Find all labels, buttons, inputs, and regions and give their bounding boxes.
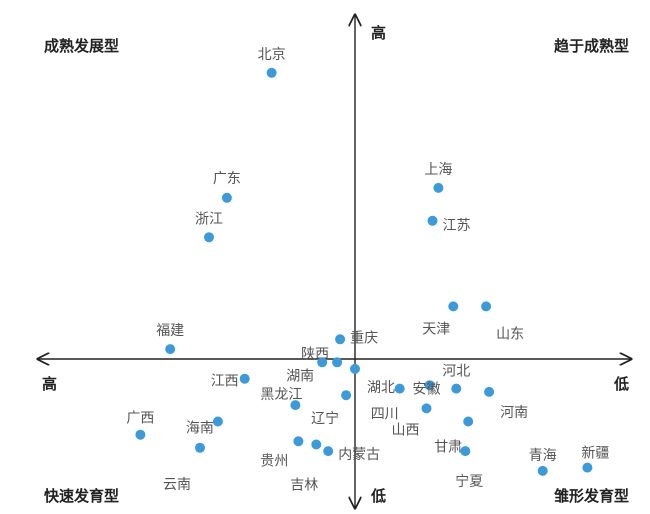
point-label-26: 吉林 bbox=[290, 478, 318, 494]
point-22 bbox=[135, 429, 146, 440]
point-21 bbox=[460, 446, 471, 457]
quadrant-top-right-label: 趋于成熟型 bbox=[554, 37, 629, 55]
point-1 bbox=[221, 192, 232, 203]
point-label-8: 重庆 bbox=[350, 330, 378, 346]
point-14 bbox=[341, 390, 352, 401]
point-18 bbox=[484, 386, 495, 397]
quadrant-bottom-right-label: 雏形发育型 bbox=[554, 487, 629, 505]
point-label-20: 甘肃 bbox=[434, 440, 462, 456]
x-axis-left-label: 高 bbox=[42, 375, 57, 393]
point-label-23: 海南 bbox=[186, 421, 214, 437]
point-7 bbox=[165, 344, 176, 355]
quadrant-bottom-left-label: 快速发育型 bbox=[44, 487, 119, 505]
point-label-16: 安徽 bbox=[413, 381, 441, 397]
point-label-25: 贵州 bbox=[260, 453, 288, 469]
point-2 bbox=[204, 232, 214, 243]
point-10 bbox=[317, 357, 328, 368]
point-6 bbox=[481, 301, 492, 312]
quadrant-top-left-label: 成熟发展型 bbox=[44, 37, 119, 55]
point-20 bbox=[463, 416, 474, 427]
point-label-15: 四川 bbox=[371, 407, 399, 423]
x-axis-right-label: 低 bbox=[613, 375, 629, 393]
point-label-19: 山西 bbox=[392, 422, 420, 438]
point-label-28: 青海 bbox=[529, 448, 557, 464]
point-label-10: 湖南 bbox=[286, 368, 314, 384]
point-16 bbox=[424, 380, 435, 391]
point-8 bbox=[335, 334, 346, 345]
point-label-18: 河南 bbox=[500, 405, 528, 421]
point-26 bbox=[311, 439, 322, 450]
point-27 bbox=[323, 446, 334, 457]
point-label-22: 广西 bbox=[126, 411, 154, 427]
point-24 bbox=[195, 442, 205, 453]
point-label-21: 宁夏 bbox=[455, 473, 483, 490]
point-label-1: 广东 bbox=[213, 171, 241, 187]
point-label-11: 湖北 bbox=[367, 380, 395, 396]
point-11 bbox=[350, 363, 360, 374]
point-label-5: 天津 bbox=[422, 321, 450, 337]
y-axis-bottom-label: 低 bbox=[370, 487, 386, 505]
point-label-14: 辽宁 bbox=[311, 410, 339, 427]
point-label-7: 福建 bbox=[156, 323, 184, 339]
point-15 bbox=[394, 383, 405, 394]
y-axis-top-label: 高 bbox=[371, 24, 386, 42]
point-5 bbox=[448, 301, 459, 312]
point-23 bbox=[212, 416, 223, 427]
point-label-4: 江苏 bbox=[443, 218, 471, 234]
point-25 bbox=[293, 436, 304, 447]
point-3 bbox=[433, 182, 444, 193]
point-17 bbox=[451, 383, 462, 394]
point-12 bbox=[239, 373, 250, 384]
point-label-2: 浙江 bbox=[195, 211, 223, 227]
point-4 bbox=[427, 215, 438, 226]
point-9 bbox=[332, 357, 343, 368]
point-label-24: 云南 bbox=[163, 477, 191, 493]
point-label-3: 上海 bbox=[424, 162, 452, 178]
point-29 bbox=[582, 462, 593, 473]
point-label-6: 山东 bbox=[496, 326, 524, 342]
point-label-27: 内蒙古 bbox=[338, 447, 380, 463]
point-label-0: 北京 bbox=[258, 47, 286, 63]
point-label-13: 黑龙江 bbox=[260, 387, 302, 403]
point-label-17: 河北 bbox=[442, 364, 470, 380]
point-28 bbox=[537, 465, 548, 476]
point-label-12: 江西 bbox=[211, 374, 239, 390]
point-label-29: 新疆 bbox=[581, 446, 609, 462]
point-13 bbox=[290, 400, 301, 411]
point-0 bbox=[266, 67, 277, 78]
point-19 bbox=[421, 403, 432, 414]
